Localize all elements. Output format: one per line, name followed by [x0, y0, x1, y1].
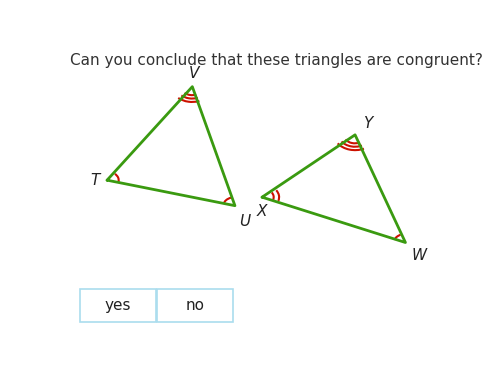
- Text: V: V: [189, 66, 200, 81]
- Text: Can you conclude that these triangles are congruent?: Can you conclude that these triangles ar…: [70, 53, 483, 68]
- Text: no: no: [186, 298, 204, 313]
- Text: yes: yes: [104, 298, 131, 313]
- Text: Y: Y: [363, 116, 372, 131]
- Text: U: U: [239, 214, 250, 229]
- Text: T: T: [90, 173, 100, 188]
- FancyBboxPatch shape: [158, 289, 233, 322]
- Text: W: W: [411, 248, 426, 263]
- FancyBboxPatch shape: [80, 289, 156, 322]
- Text: X: X: [256, 204, 267, 219]
